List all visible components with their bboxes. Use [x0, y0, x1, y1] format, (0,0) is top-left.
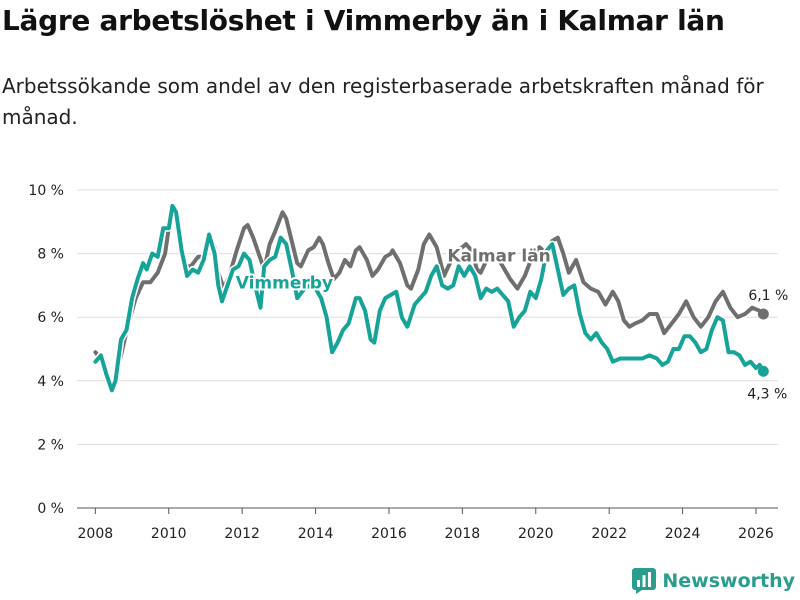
end-label-vimmerby: 4,3 %: [747, 386, 787, 402]
y-tick-label: 10 %: [28, 183, 64, 199]
x-tick-label: 2012: [224, 526, 260, 542]
series-label-vimmerby: Vimmerby: [236, 274, 333, 294]
brand: Newsworthy: [632, 568, 795, 594]
x-tick-label: 2008: [78, 526, 114, 542]
x-tick-label: 2026: [738, 526, 774, 542]
page-title: Lägre arbetslöshet i Vimmerby än i Kalma…: [2, 4, 725, 37]
x-tick-label: 2016: [371, 526, 407, 542]
x-tick-label: 2010: [151, 526, 187, 542]
y-tick-label: 8 %: [37, 247, 64, 263]
series-line-kalmar: [93, 203, 766, 386]
brand-name: Newsworthy: [662, 570, 795, 592]
x-tick-label: 2014: [298, 526, 334, 542]
series-label-kalmar: Kalmar län: [447, 247, 550, 267]
x-tick-label: 2020: [518, 526, 554, 542]
end-dot-kalmar: [757, 308, 769, 320]
series-line-vimmerby: [93, 203, 766, 393]
end-dot-vimmerby: [757, 365, 769, 377]
x-tick-label: 2018: [445, 526, 481, 542]
x-tick-label: 2024: [665, 526, 701, 542]
y-tick-label: 0 %: [37, 501, 64, 517]
chart-subtitle: Arbetssökande som andel av den registerb…: [2, 74, 764, 129]
end-label-kalmar: 6,1 %: [748, 288, 788, 304]
y-tick-label: 6 %: [37, 310, 64, 326]
y-tick-label: 2 %: [37, 437, 64, 453]
newsworthy-logo-icon: [632, 568, 657, 594]
y-tick-label: 4 %: [37, 374, 64, 390]
x-tick-label: 2022: [591, 526, 627, 542]
